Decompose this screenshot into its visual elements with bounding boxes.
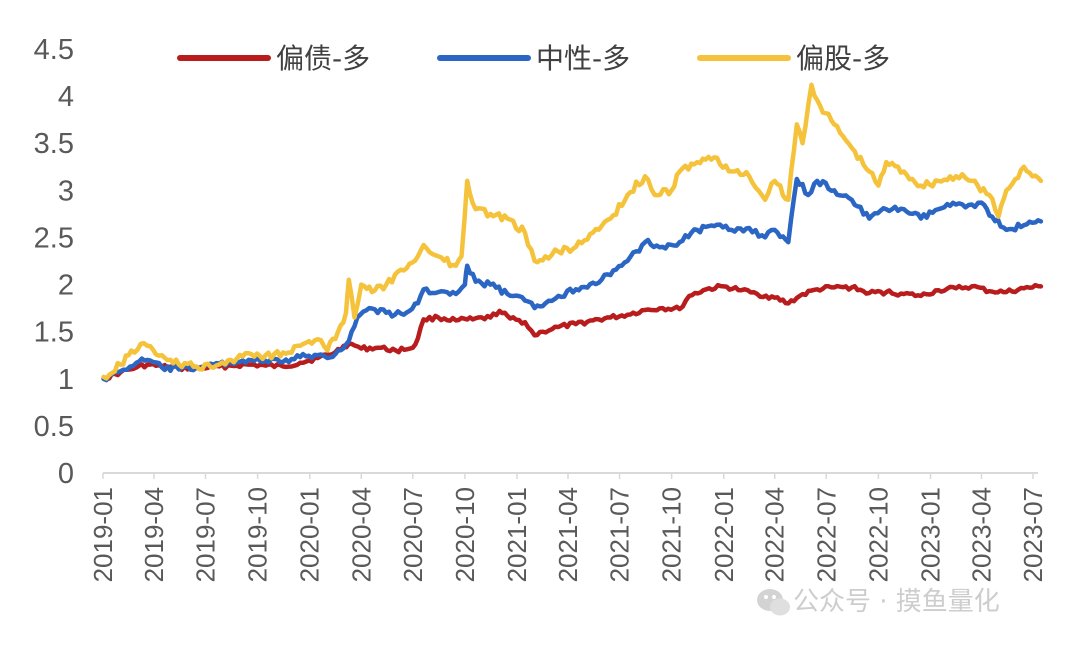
x-tick-label: 2020-04 bbox=[346, 487, 376, 582]
legend-item-1: 偏债-多 bbox=[177, 42, 370, 75]
x-tick-label: 2019-07 bbox=[191, 487, 221, 582]
legend-label: 偏债-多 bbox=[276, 42, 370, 75]
y-tick-label: 4 bbox=[58, 81, 74, 113]
x-tick-label: 2022-01 bbox=[709, 487, 739, 582]
y-tick-label: 3.5 bbox=[34, 128, 74, 160]
y-tick-label: 2.5 bbox=[34, 222, 74, 254]
legend-label: 偏股-多 bbox=[796, 42, 890, 75]
x-tick-label: 2022-07 bbox=[811, 487, 841, 582]
x-tick-label: 2019-10 bbox=[243, 487, 273, 582]
legend-item-2: 中性-多 bbox=[437, 42, 630, 75]
y-tick-label: 3 bbox=[58, 175, 74, 207]
x-tick-label: 2021-04 bbox=[553, 487, 583, 582]
x-tick-label: 2023-01 bbox=[915, 487, 945, 582]
x-tick-label: 2023-04 bbox=[966, 487, 996, 582]
x-tick-label: 2022-10 bbox=[863, 487, 893, 582]
watermark-text: 公众号 · 摸鱼量化 bbox=[793, 587, 1000, 617]
y-tick-label: 0.5 bbox=[34, 411, 74, 443]
x-tick-label: 2020-01 bbox=[295, 487, 325, 582]
x-tick-label: 2020-10 bbox=[450, 487, 480, 582]
y-tick-label: 1.5 bbox=[34, 317, 74, 349]
series-line-1 bbox=[101, 282, 1044, 382]
x-tick-label: 2020-07 bbox=[398, 487, 428, 582]
x-tick-label: 2023-07 bbox=[1018, 487, 1048, 582]
legend-item-3: 偏股-多 bbox=[697, 42, 890, 75]
y-tick-label: 0 bbox=[58, 458, 74, 490]
x-tick-label: 2019-04 bbox=[139, 487, 169, 582]
y-tick-label: 2 bbox=[58, 270, 74, 302]
x-tick-label: 2021-10 bbox=[657, 487, 687, 582]
y-tick-label: 1 bbox=[58, 364, 74, 396]
y-axis: 0 0.5 1 1.5 2 2.5 3 3.5 4 4.5 bbox=[34, 34, 74, 490]
series-line-2 bbox=[101, 176, 1044, 383]
x-tick-label: 2022-04 bbox=[760, 487, 790, 582]
series-line-3 bbox=[101, 82, 1044, 381]
x-tick-label: 2021-01 bbox=[502, 487, 532, 582]
x-tick-label: 2019-01 bbox=[88, 487, 118, 582]
series-layer bbox=[101, 82, 1044, 383]
legend: 偏债-多 中性-多 偏股-多 bbox=[177, 42, 890, 75]
legend-label: 中性-多 bbox=[536, 42, 630, 75]
x-tick-label: 2021-07 bbox=[605, 487, 635, 582]
wechat-icon bbox=[757, 589, 790, 616]
y-tick-label: 4.5 bbox=[34, 34, 74, 66]
watermark: 公众号 · 摸鱼量化 bbox=[757, 587, 1000, 617]
x-axis: 2019-01 2019-04 2019-07 2019-10 2020-01 2020-… bbox=[88, 472, 1048, 582]
